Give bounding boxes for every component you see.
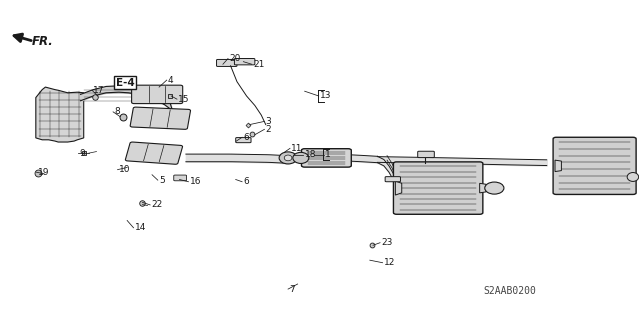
FancyBboxPatch shape (216, 59, 237, 66)
FancyBboxPatch shape (385, 177, 401, 182)
Text: 20: 20 (229, 54, 241, 63)
Polygon shape (396, 181, 402, 195)
Text: 10: 10 (119, 165, 131, 174)
Text: FR.: FR. (31, 35, 53, 48)
FancyBboxPatch shape (234, 58, 255, 65)
Text: 11: 11 (291, 144, 303, 153)
Text: 3: 3 (266, 117, 271, 126)
Polygon shape (479, 183, 486, 193)
Text: 17: 17 (93, 86, 105, 95)
FancyBboxPatch shape (394, 162, 483, 214)
Text: 22: 22 (152, 200, 163, 209)
Text: 6: 6 (243, 177, 249, 186)
Polygon shape (36, 87, 84, 142)
Text: 13: 13 (320, 92, 332, 100)
Ellipse shape (293, 152, 309, 163)
Text: 16: 16 (189, 177, 201, 186)
FancyBboxPatch shape (236, 137, 251, 143)
Text: 8: 8 (115, 108, 120, 116)
Text: 9: 9 (79, 149, 85, 158)
Text: S2AAB0200: S2AAB0200 (483, 286, 536, 296)
Text: 7: 7 (289, 285, 295, 293)
Ellipse shape (284, 155, 292, 161)
Text: 1: 1 (325, 150, 331, 159)
Text: 15: 15 (178, 95, 189, 104)
Ellipse shape (484, 182, 504, 194)
Text: E-4: E-4 (116, 78, 134, 88)
FancyBboxPatch shape (130, 107, 191, 129)
Ellipse shape (627, 173, 639, 182)
Text: 19: 19 (38, 168, 49, 177)
Text: 12: 12 (384, 258, 396, 267)
FancyBboxPatch shape (173, 175, 186, 181)
Text: 23: 23 (381, 238, 393, 247)
FancyBboxPatch shape (301, 149, 351, 167)
Text: 4: 4 (168, 76, 173, 85)
Polygon shape (555, 160, 561, 172)
Text: 18: 18 (305, 150, 316, 159)
FancyBboxPatch shape (132, 85, 182, 104)
Ellipse shape (279, 152, 297, 164)
Text: 21: 21 (253, 60, 264, 69)
FancyBboxPatch shape (125, 142, 182, 164)
Text: 14: 14 (135, 223, 146, 232)
FancyBboxPatch shape (418, 151, 435, 158)
Text: 5: 5 (159, 176, 165, 185)
Text: 6: 6 (243, 133, 249, 142)
FancyBboxPatch shape (553, 137, 636, 195)
Text: 2: 2 (266, 125, 271, 134)
